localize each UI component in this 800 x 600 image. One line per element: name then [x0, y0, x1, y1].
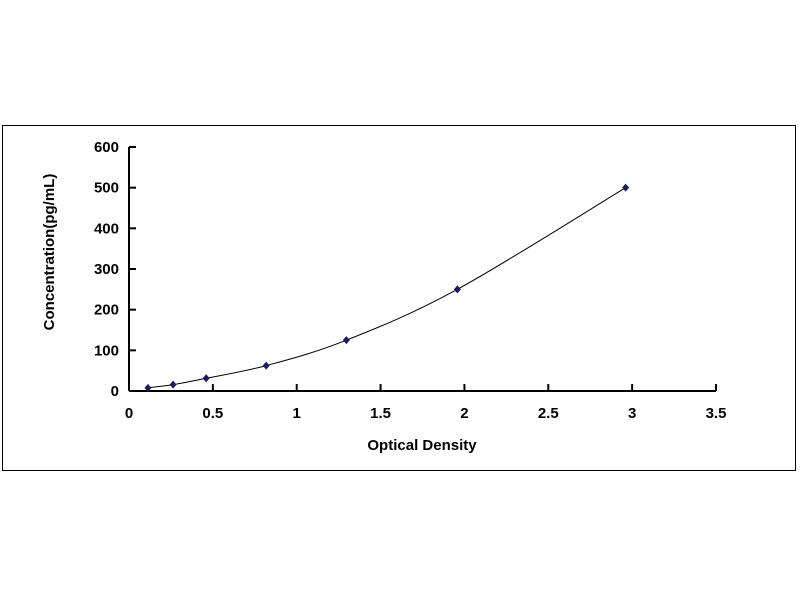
data-point [342, 336, 350, 345]
data-point [453, 285, 461, 294]
tick-labels: 0 0.5 1 1.5 2 2.5 3 3.5 0 100 200 300 400 500 600 [94, 139, 726, 422]
x-tick-label: 1.5 [370, 405, 391, 422]
y-tick-label: 300 [94, 261, 119, 278]
fit-curve [147, 187, 626, 389]
y-tick-label: 500 [94, 180, 119, 197]
data-point [144, 383, 152, 392]
chart-frame [2, 125, 796, 471]
y-tick-label: 600 [94, 139, 119, 156]
data-point [202, 374, 210, 383]
y-axis-label: Concentration(pg/mL) [41, 174, 58, 331]
x-axis-label: Optical Density [367, 437, 477, 454]
data-points [144, 183, 630, 392]
x-tick-label: 3 [628, 405, 636, 422]
y-tick-label: 100 [94, 342, 119, 359]
x-tick-label: 2.5 [538, 405, 559, 422]
y-tick-label: 0 [111, 383, 119, 400]
x-tick-label: 1 [293, 405, 301, 422]
axes [128, 146, 717, 392]
x-tick-label: 3.5 [706, 405, 727, 422]
x-tick-label: 0.5 [202, 405, 223, 422]
data-point [169, 380, 177, 389]
y-tick-label: 200 [94, 302, 119, 319]
data-point [622, 183, 630, 192]
data-point [262, 361, 270, 370]
x-tick-label: 2 [460, 405, 468, 422]
y-tick-label: 400 [94, 220, 119, 237]
x-tick-label: 0 [125, 405, 133, 422]
